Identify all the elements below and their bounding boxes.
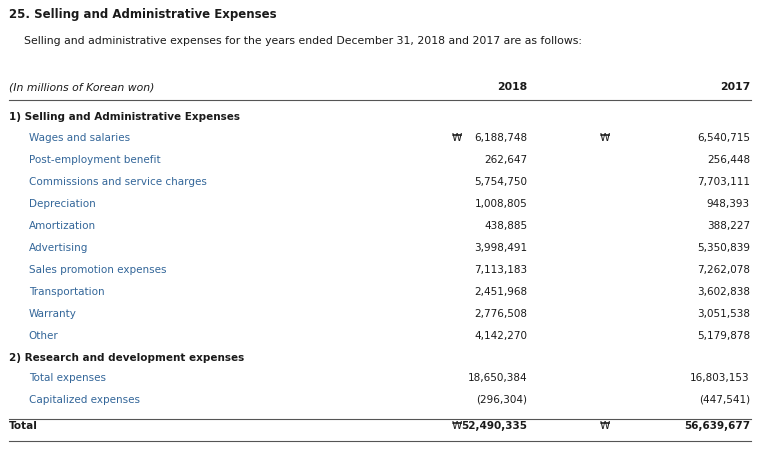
Text: Total expenses: Total expenses — [29, 373, 106, 383]
Text: 16,803,153: 16,803,153 — [690, 373, 750, 383]
Text: 25. Selling and Administrative Expenses: 25. Selling and Administrative Expenses — [9, 8, 277, 21]
Text: Total: Total — [9, 421, 38, 431]
Text: Depreciation: Depreciation — [29, 199, 96, 209]
Text: 948,393: 948,393 — [707, 199, 750, 209]
Text: 256,448: 256,448 — [707, 155, 750, 165]
Text: 7,703,111: 7,703,111 — [697, 177, 750, 187]
Text: 6,188,748: 6,188,748 — [474, 133, 528, 143]
Text: 3,998,491: 3,998,491 — [474, 243, 528, 253]
Text: 52,490,335: 52,490,335 — [461, 421, 528, 431]
Text: 7,262,078: 7,262,078 — [697, 265, 750, 275]
Text: 388,227: 388,227 — [707, 221, 750, 231]
Text: Transportation: Transportation — [29, 287, 105, 297]
Text: 5,179,878: 5,179,878 — [697, 331, 750, 341]
Text: Wages and salaries: Wages and salaries — [29, 133, 130, 143]
Text: 2,451,968: 2,451,968 — [474, 287, 528, 297]
Text: Other: Other — [29, 331, 58, 341]
Text: 4,142,270: 4,142,270 — [474, 331, 528, 341]
Text: 1) Selling and Administrative Expenses: 1) Selling and Administrative Expenses — [9, 112, 240, 122]
Text: 3,051,538: 3,051,538 — [697, 309, 750, 319]
Text: ₩: ₩ — [600, 421, 610, 431]
Text: Sales promotion expenses: Sales promotion expenses — [29, 265, 166, 275]
Text: 7,113,183: 7,113,183 — [474, 265, 528, 275]
Text: Amortization: Amortization — [29, 221, 96, 231]
Text: (In millions of Korean won): (In millions of Korean won) — [9, 82, 155, 92]
Text: 18,650,384: 18,650,384 — [468, 373, 528, 383]
Text: 1,008,805: 1,008,805 — [475, 199, 528, 209]
Text: Commissions and service charges: Commissions and service charges — [29, 177, 206, 187]
Text: Capitalized expenses: Capitalized expenses — [29, 395, 140, 405]
Text: 2017: 2017 — [720, 82, 750, 92]
Text: (296,304): (296,304) — [477, 395, 528, 405]
Text: ₩: ₩ — [452, 133, 462, 143]
Text: 5,754,750: 5,754,750 — [474, 177, 528, 187]
Text: Warranty: Warranty — [29, 309, 77, 319]
Text: 2,776,508: 2,776,508 — [474, 309, 528, 319]
Text: Post-employment benefit: Post-employment benefit — [29, 155, 160, 165]
Text: 56,639,677: 56,639,677 — [684, 421, 750, 431]
Text: 3,602,838: 3,602,838 — [697, 287, 750, 297]
Text: Advertising: Advertising — [29, 243, 88, 253]
Text: Selling and administrative expenses for the years ended December 31, 2018 and 20: Selling and administrative expenses for … — [24, 36, 582, 46]
Text: 262,647: 262,647 — [484, 155, 528, 165]
Text: 5,350,839: 5,350,839 — [697, 243, 750, 253]
Text: 438,885: 438,885 — [484, 221, 528, 231]
Text: (447,541): (447,541) — [699, 395, 750, 405]
Text: ₩: ₩ — [600, 133, 610, 143]
Text: 6,540,715: 6,540,715 — [697, 133, 750, 143]
Text: ₩: ₩ — [452, 421, 462, 431]
Text: 2) Research and development expenses: 2) Research and development expenses — [9, 353, 244, 363]
Text: 2018: 2018 — [497, 82, 528, 92]
